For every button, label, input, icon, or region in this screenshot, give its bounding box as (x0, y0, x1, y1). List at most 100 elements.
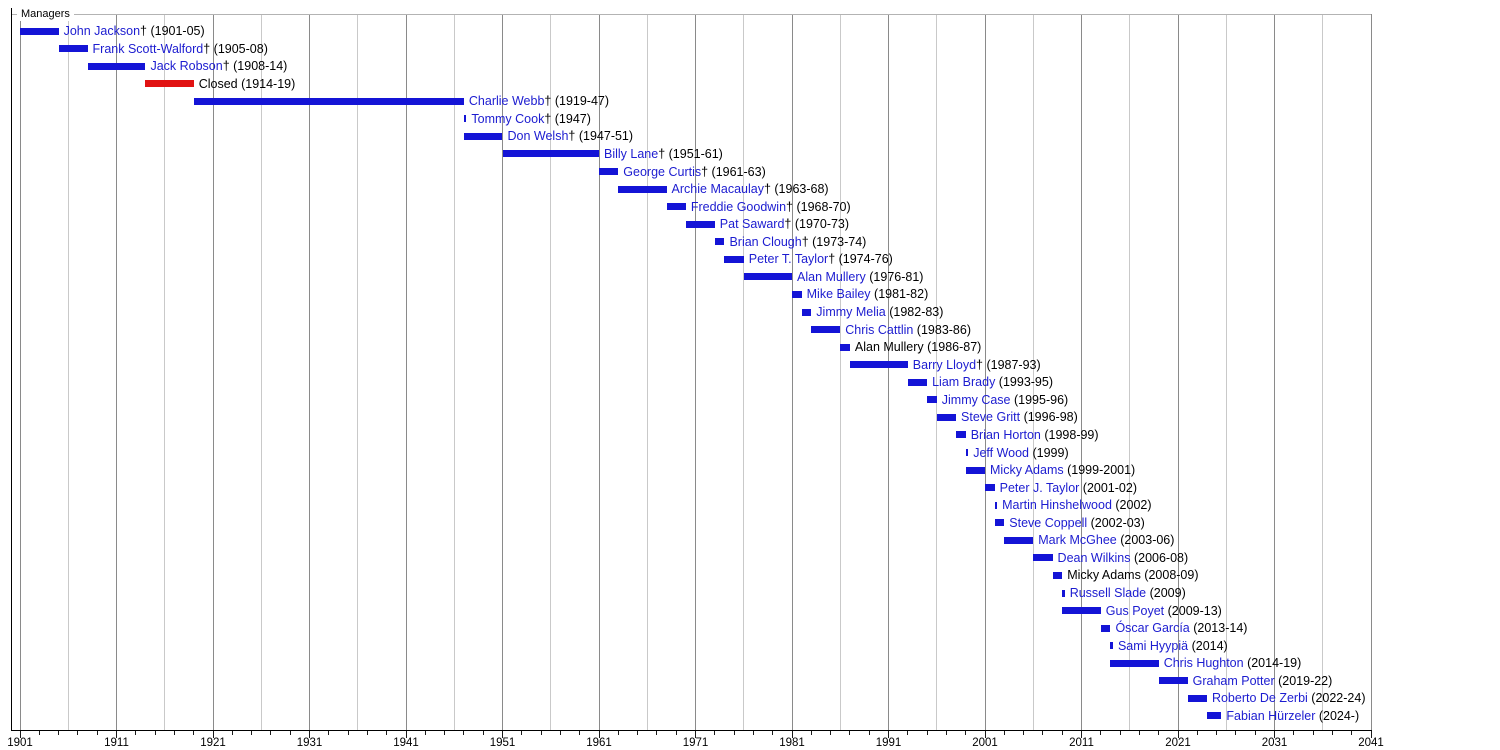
timeline-bar (1033, 554, 1053, 562)
timeline-row-label: Charlie Webb† (1919-47) (469, 93, 609, 109)
axis-tick-label: 2011 (1069, 737, 1094, 749)
timeline-row-label: Fabian Hürzeler (2024-) (1226, 708, 1359, 724)
axis-minor-tick (1254, 731, 1256, 735)
manager-name-link[interactable]: Don Welsh (507, 129, 569, 144)
manager-name-link[interactable]: Graham Potter (1192, 673, 1275, 688)
manager-name-link[interactable]: Russell Slade (1069, 586, 1147, 601)
dagger-deceased-icon: † (544, 94, 552, 109)
manager-name-link[interactable]: Steve Gritt (961, 410, 1021, 425)
manager-name-link[interactable]: Tommy Cook (471, 111, 545, 126)
manager-name-link[interactable]: Peter J. Taylor (999, 480, 1080, 495)
axis-minor-tick (849, 731, 851, 735)
axis-major-tick (19, 731, 21, 738)
timeline-bar (907, 378, 928, 386)
timeline-bar (1187, 694, 1207, 702)
term-years-text: (1905-08) (210, 41, 268, 56)
manager-name-link[interactable]: Jimmy Melia (816, 305, 886, 320)
axis-tick-label: 2001 (972, 737, 998, 749)
gridline-decade (1274, 14, 1275, 730)
manager-name-link[interactable]: Óscar García (1115, 621, 1190, 636)
manager-name-text: Micky Adams (1067, 568, 1141, 583)
timeline-row-label: Alan Mullery (1976-81) (797, 269, 923, 285)
axis-minor-tick (366, 731, 368, 735)
manager-name-link[interactable]: Barry Lloyd (912, 357, 977, 372)
manager-name-link[interactable]: Jimmy Case (941, 392, 1011, 407)
manager-name-link[interactable]: Chris Hughton (1163, 656, 1244, 671)
axis-minor-tick (830, 731, 832, 735)
timeline-bar (724, 255, 744, 263)
term-years-text: (2002-03) (1087, 515, 1145, 530)
term-years-text: (1919-47) (551, 94, 610, 109)
manager-name-link[interactable]: Frank Scott-Walford (92, 41, 204, 56)
dagger-deceased-icon: † (222, 59, 230, 74)
manager-name-link[interactable]: Gus Poyet (1105, 603, 1165, 618)
manager-name-link[interactable]: Chris Cattlin (845, 322, 914, 337)
gridline-decade (116, 14, 117, 730)
gridline-5yr (839, 14, 841, 730)
manager-name-link[interactable]: Billy Lane (604, 146, 659, 161)
gridline-decade (1081, 14, 1082, 730)
gridline-5yr (260, 14, 262, 730)
axis-minor-tick (675, 731, 677, 735)
axis-major-tick (502, 731, 503, 738)
axis-tick-label: 1901 (7, 737, 33, 749)
dagger-deceased-icon: † (658, 146, 666, 161)
term-years-text: (2009) (1146, 586, 1186, 601)
timeline-bar (58, 45, 88, 53)
manager-name-link[interactable]: John Jackson (63, 24, 141, 38)
gridline-decade (888, 14, 889, 730)
manager-name-link[interactable]: Dean Wilkins (1057, 550, 1131, 565)
manager-name-link[interactable]: Jeff Wood (973, 445, 1030, 460)
axis-minor-tick (579, 731, 581, 735)
manager-name-link[interactable]: Liam Brady (932, 375, 996, 390)
manager-name-link[interactable]: Peter T. Taylor (748, 252, 829, 267)
axis-major-tick (984, 731, 986, 738)
gridline-5yr (357, 14, 359, 730)
chart-top-border (11, 14, 1371, 15)
timeline-row-label: Tommy Cook† (1947) (471, 111, 591, 127)
manager-name-link[interactable]: Fabian Hürzeler (1226, 708, 1316, 723)
axis-minor-tick (135, 731, 137, 735)
term-years-text: (1998-99) (1040, 427, 1099, 442)
axis-minor-tick (1312, 731, 1314, 735)
axis-minor-tick (926, 731, 928, 735)
axis-major-tick (212, 731, 214, 738)
gridline-decade (19, 14, 21, 730)
timeline-bar (193, 97, 464, 105)
manager-name-link[interactable]: Freddie Goodwin (690, 199, 787, 214)
term-years-text: (2009-13) (1164, 603, 1222, 618)
manager-name-link[interactable]: Archie Macaulay (671, 182, 764, 197)
manager-name-link[interactable]: Charlie Webb (468, 94, 545, 109)
gridline-decade (1370, 14, 1372, 730)
manager-name-link[interactable]: Mike Bailey (806, 287, 871, 302)
timeline-bar (20, 27, 59, 35)
axis-minor-tick (714, 731, 716, 735)
manager-name-link[interactable]: Alan Mullery (797, 269, 866, 284)
manager-name-link[interactable]: Martin Hinshelwood (1002, 498, 1112, 513)
dagger-deceased-icon: † (701, 164, 709, 179)
manager-name-link[interactable]: Sami Hyypiä (1117, 638, 1189, 653)
manager-name-text: Alan Mullery (854, 340, 924, 355)
manager-name-link[interactable]: Brian Clough (729, 234, 802, 249)
gridline-decade (791, 14, 793, 730)
term-years-text: (1999-2001) (1063, 463, 1136, 478)
axis-minor-tick (77, 731, 79, 735)
axis-minor-tick (96, 731, 98, 735)
manager-name-link[interactable]: Steve Coppell (1009, 515, 1088, 530)
manager-name-link[interactable]: Mark McGhee (1038, 533, 1117, 548)
manager-name-link[interactable]: Micky Adams (990, 463, 1064, 478)
manager-name-link[interactable]: Brian Horton (970, 427, 1041, 442)
term-years-text: (1901-05) (146, 24, 205, 38)
axis-minor-tick (38, 731, 40, 735)
manager-name-link[interactable]: Roberto De Zerbi (1211, 691, 1308, 706)
axis-minor-tick (540, 731, 542, 735)
manager-name-link[interactable]: George Curtis (623, 164, 702, 179)
timeline-bar (965, 449, 969, 457)
axis-major-tick (1081, 731, 1082, 738)
term-years-text: (1973-74) (808, 234, 867, 249)
manager-name-link[interactable]: Pat Saward (719, 217, 785, 232)
chart-left-border (10, 8, 12, 731)
term-years-text: (2014) (1188, 638, 1228, 653)
manager-name-link[interactable]: Jack Robson (150, 59, 223, 74)
axis-tick-label: 1931 (296, 737, 323, 749)
